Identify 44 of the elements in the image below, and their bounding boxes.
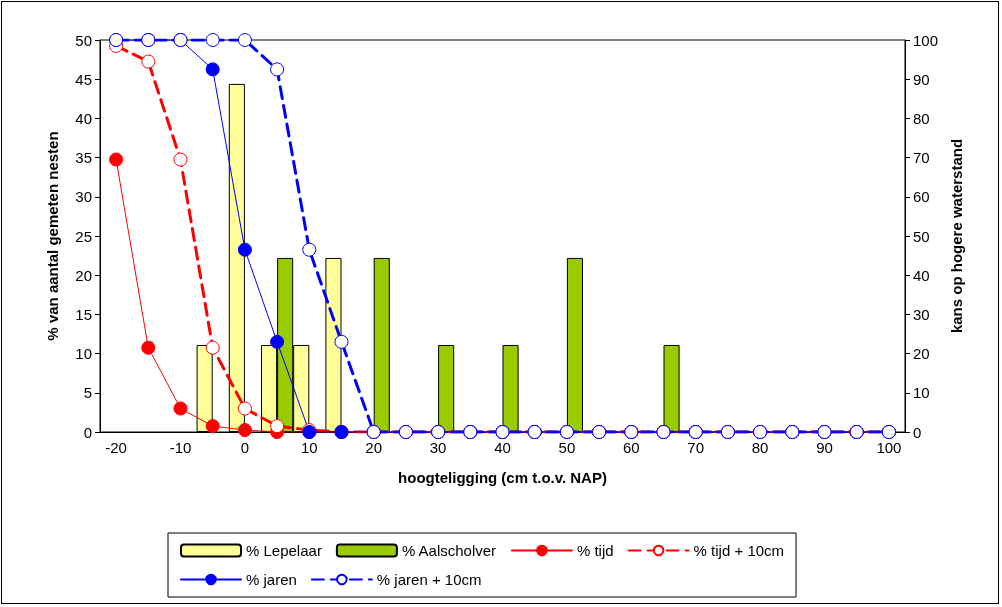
x-tick-label: 0 (240, 439, 250, 456)
legend-label: % Aalscholver (401, 542, 497, 559)
y-tick-label: 45 (75, 70, 92, 88)
y-tick-label: 10 (75, 345, 92, 363)
x-tick-label: -20 (105, 439, 127, 456)
legend-label: % jaren (246, 571, 297, 588)
y-tick-label: 25 (75, 227, 92, 245)
x-tick-label: 40 (494, 439, 511, 456)
x-tick-label: -10 (169, 439, 192, 456)
x-tick-label: 60 (622, 439, 640, 456)
x-tick-label: 70 (687, 439, 705, 456)
x-tick-label: 10 (300, 439, 318, 456)
legend-label: % jaren + 10cm (376, 571, 482, 588)
legend-label: % tijd + 10cm (693, 542, 785, 559)
y2-axis-title: kans op hogere waterstand (947, 138, 965, 334)
x-tick-label: 80 (751, 439, 769, 456)
y2-tick-label: 50 (913, 227, 930, 245)
y-tick-label: 5 (83, 384, 92, 402)
y2-tick-label: 10 (913, 384, 930, 402)
x-tick-label: 20 (365, 439, 383, 456)
y-tick-label: 15 (75, 305, 92, 323)
y2-tick-label: 0 (913, 423, 922, 441)
legend-label: % Lepelaar (246, 542, 322, 559)
x-tick-label: 90 (816, 439, 833, 456)
x-tick-label: 100 (876, 439, 902, 456)
legend-label: % tijd (576, 542, 614, 559)
y-tick-label: 40 (75, 109, 92, 127)
y-tick-label: 0 (83, 423, 92, 441)
y2-tick-label: 30 (913, 305, 930, 323)
y-tick-label: 35 (75, 149, 92, 167)
x-axis-title: hoogteligging (cm t.o.v. NAP) (398, 469, 607, 486)
y2-tick-label: 20 (913, 345, 930, 363)
y-tick-label: 30 (75, 188, 92, 206)
y2-tick-label: 40 (913, 266, 930, 284)
y2-tick-label: 70 (913, 149, 930, 167)
y2-tick-label: 100 (913, 31, 939, 49)
y2-tick-label: 60 (913, 188, 930, 206)
y-tick-label: 20 (75, 266, 92, 284)
y-axis-title: % van aantal gemeten nesten (44, 131, 61, 341)
y2-tick-label: 80 (913, 109, 930, 127)
x-tick-label: 30 (429, 439, 447, 456)
y2-tick-label: 90 (913, 70, 930, 88)
x-tick-label: 50 (558, 439, 576, 456)
y-tick-label: 50 (75, 31, 92, 49)
